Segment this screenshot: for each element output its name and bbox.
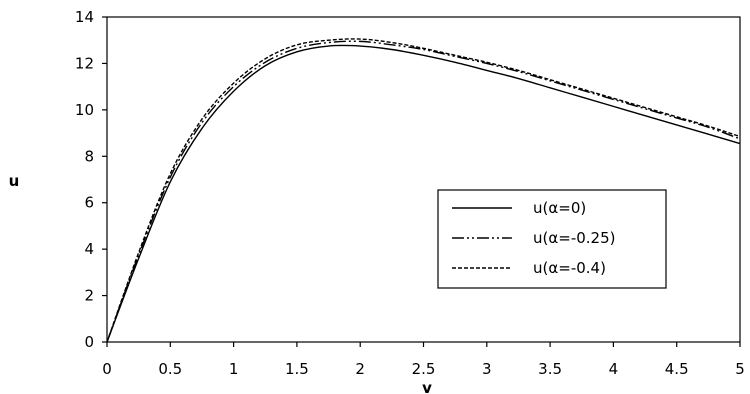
y-tick-label: 10 — [75, 101, 94, 119]
y-tick-label: 14 — [75, 8, 94, 26]
x-tick-label: 4.5 — [665, 360, 689, 378]
x-axis-title: v — [422, 379, 432, 394]
x-tick-label: 3.5 — [538, 360, 562, 378]
x-axis-ticks: 0 0.5 1 1.5 2 2.5 3 3.5 4 4.5 5 — [102, 342, 745, 378]
legend-label-3: u(α=-0.4) — [533, 259, 606, 277]
series-line-2 — [106, 40, 741, 343]
series-line-1 — [106, 44, 741, 343]
plot-border — [106, 16, 741, 343]
x-tick-label: 0.5 — [158, 360, 182, 378]
series-line-3 — [106, 38, 741, 343]
y-axis-ticks: 0 2 4 6 8 10 12 14 — [75, 8, 107, 351]
x-tick-label: 1.5 — [285, 360, 309, 378]
y-tick-label: 0 — [84, 333, 94, 351]
y-tick-label: 6 — [84, 194, 94, 212]
legend-label-1: u(α=0) — [533, 199, 586, 217]
x-tick-label: 1 — [229, 360, 239, 378]
plot-area — [106, 16, 741, 343]
x-tick-label: 2.5 — [412, 360, 436, 378]
y-tick-label: 4 — [84, 240, 94, 258]
series-layer — [106, 38, 741, 343]
x-tick-label: 0 — [102, 360, 112, 378]
legend-box — [437, 189, 667, 289]
y-axis-title: u — [9, 172, 20, 190]
legend-label-2: u(α=-0.25) — [533, 229, 615, 247]
y-tick-label: 12 — [75, 54, 94, 72]
x-tick-label: 4 — [609, 360, 619, 378]
x-tick-label: 3 — [482, 360, 492, 378]
x-tick-label: 2 — [355, 360, 365, 378]
y-tick-label: 2 — [84, 287, 94, 305]
x-tick-label: 5 — [735, 360, 745, 378]
y-tick-label: 8 — [84, 147, 94, 165]
legend: u(α=0) u(α=-0.25) u(α=-0.4) — [437, 189, 667, 289]
